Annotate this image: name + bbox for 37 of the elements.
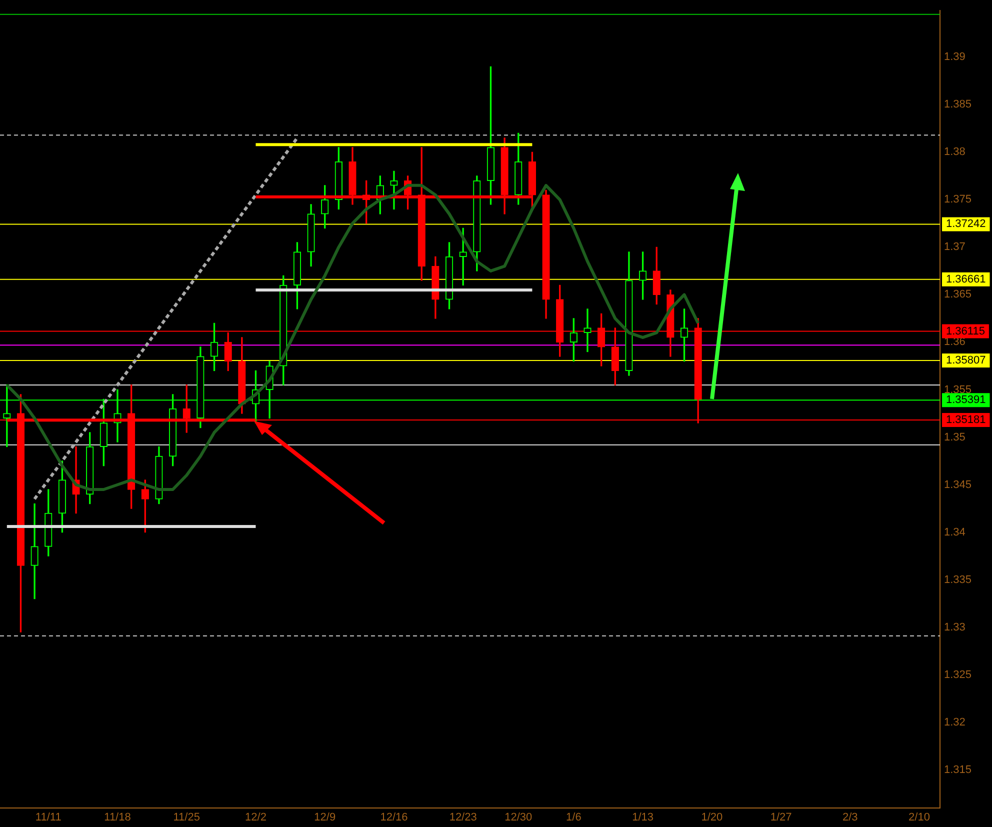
x-tick-label: 2/10 bbox=[908, 811, 930, 824]
y-tick-label: 1.365 bbox=[944, 288, 972, 301]
y-tick-label: 1.39 bbox=[944, 51, 966, 64]
y-tick-label: 1.38 bbox=[944, 146, 966, 158]
x-tick-label: 12/16 bbox=[380, 811, 408, 824]
x-tick-label: 1/13 bbox=[632, 811, 654, 824]
x-tick-label: 12/2 bbox=[245, 811, 266, 824]
ref-line-label: 1.37242 bbox=[946, 218, 986, 230]
x-tick-label: 11/18 bbox=[104, 811, 131, 824]
x-tick-label: 12/23 bbox=[449, 811, 477, 824]
y-tick-label: 1.32 bbox=[944, 716, 966, 728]
ref-line-label: 1.35807 bbox=[946, 354, 986, 367]
candlestick bbox=[30, 503, 38, 600]
y-tick-label: 1.35 bbox=[944, 431, 966, 444]
y-tick-label: 1.33 bbox=[944, 621, 966, 634]
y-tick-label: 1.37 bbox=[944, 241, 966, 254]
x-tick-label: 1/27 bbox=[770, 811, 792, 824]
candlestick bbox=[584, 308, 592, 352]
y-tick-label: 1.315 bbox=[944, 764, 972, 776]
ref-line-label: 1.36661 bbox=[946, 273, 986, 286]
y-tick-label: 1.385 bbox=[944, 98, 972, 111]
y-tick-label: 1.335 bbox=[944, 574, 972, 586]
y-tick-label: 1.325 bbox=[944, 668, 972, 681]
y-tick-label: 1.375 bbox=[944, 194, 972, 206]
y-tick-label: 1.34 bbox=[944, 526, 966, 538]
x-tick-label: 11/11 bbox=[35, 811, 62, 824]
y-tick-label: 1.345 bbox=[944, 478, 972, 491]
x-tick-label: 12/30 bbox=[504, 811, 532, 824]
y-tick-label: 1.355 bbox=[944, 384, 972, 396]
ref-line-label: 1.36115 bbox=[946, 325, 985, 338]
x-tick-label: 1/20 bbox=[701, 811, 723, 824]
x-tick-label: 2/3 bbox=[842, 811, 858, 824]
x-tick-label: 1/6 bbox=[566, 811, 582, 824]
x-tick-label: 12/9 bbox=[314, 811, 336, 824]
ref-line-label: 1.35391 bbox=[946, 394, 986, 406]
ref-line-label: 1.35181 bbox=[946, 414, 986, 426]
x-tick-label: 11/25 bbox=[173, 811, 200, 824]
